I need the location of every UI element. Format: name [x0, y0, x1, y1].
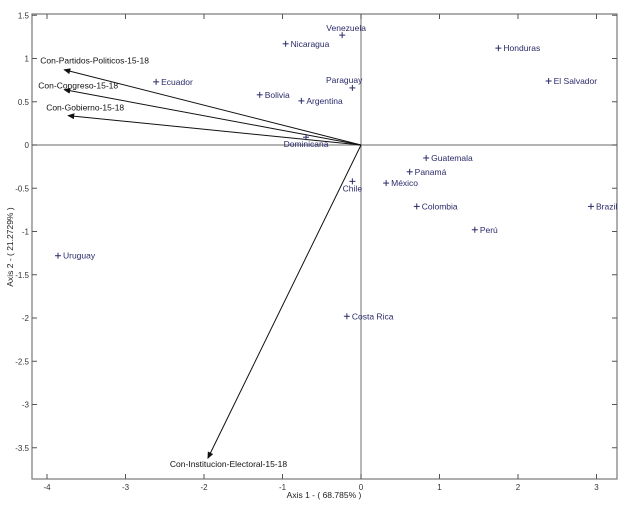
- country-points: Venezuela Nicaragua Honduras El Salvador Ecu…: [54, 23, 617, 321]
- country-label: Colombia: [422, 201, 458, 211]
- country-point: Dominicana: [284, 134, 329, 149]
- country-point: Venezuela: [326, 23, 366, 39]
- country-label: Costa Rica: [352, 311, 394, 321]
- country-label: Bolivia: [265, 90, 290, 100]
- loading-vector-label: Con-Institucion-Electoral-15-18: [170, 459, 287, 469]
- country-label: Chile: [343, 183, 363, 193]
- country-point: Argentina: [298, 96, 343, 106]
- country-point: Guatemala: [423, 153, 473, 163]
- y-tick-label: 0: [25, 141, 30, 150]
- country-point: Costa Rica: [343, 311, 394, 321]
- x-tick-label: 0: [359, 483, 364, 492]
- country-point: Honduras: [495, 43, 540, 53]
- x-tick-label: -3: [122, 483, 130, 492]
- country-point: Perú: [471, 225, 498, 235]
- y-tick-label: -0.5: [15, 184, 29, 193]
- country-point: Uruguay: [54, 251, 96, 261]
- country-label: Uruguay: [63, 251, 96, 261]
- country-point: Ecuador: [153, 77, 193, 87]
- plot-frame: [31, 13, 618, 480]
- x-tick-label: 2: [516, 483, 521, 492]
- x-tick-label: 3: [594, 483, 599, 492]
- y-tick-label: -2.5: [15, 357, 29, 366]
- loading-vector-label: Con-Congreso-15-18: [38, 81, 118, 91]
- loading-vector-arrow: [207, 144, 362, 460]
- y-axis-title: Axis 2 - ( 21.2729% ): [5, 207, 15, 287]
- x-tick-label: -2: [200, 483, 208, 492]
- country-point: Paraguay: [326, 75, 363, 91]
- x-tick-label: -1: [279, 483, 287, 492]
- country-label: Ecuador: [161, 77, 193, 87]
- country-label: Paraguay: [326, 75, 363, 85]
- loading-vector-label: Con-Gobierno-15-18: [46, 103, 124, 113]
- country-label: Panamá: [415, 167, 447, 177]
- x-tick-label: -4: [43, 483, 51, 492]
- axis-ticks: -4 -3 -2 -1 0 1 2 3 1.5 1 0.5 0 -0.5 -1 -1.5 -2 -2.5 -3 -3…: [15, 11, 617, 492]
- country-label: Guatemala: [431, 153, 473, 163]
- y-tick-label: -1.5: [15, 271, 29, 280]
- country-label: Brazil: [596, 201, 617, 211]
- country-point: Brazil: [588, 201, 617, 211]
- y-tick-label: -1: [22, 228, 30, 237]
- loading-vector-arrow: [67, 113, 362, 146]
- country-label: México: [391, 178, 418, 188]
- country-point: Panamá: [406, 167, 447, 177]
- country-point: Nicaragua: [282, 39, 330, 49]
- country-label: El Salvador: [554, 76, 598, 86]
- country-point: México: [383, 178, 418, 188]
- country-label: Perú: [480, 225, 498, 235]
- country-label: Nicaragua: [291, 39, 330, 49]
- country-label: Honduras: [503, 43, 540, 53]
- loading-vector-arrow: [63, 68, 362, 146]
- y-tick-label: 1: [25, 55, 30, 64]
- y-tick-label: -3.5: [15, 444, 29, 453]
- country-label: Argentina: [306, 96, 343, 106]
- y-tick-label: 1.5: [18, 11, 30, 20]
- y-tick-label: 0.5: [18, 98, 30, 107]
- x-tick-label: 1: [437, 483, 442, 492]
- loading-vectors: Con-Partidos-Politicos-15-18 Con-Congreso…: [38, 56, 362, 469]
- country-label: Venezuela: [326, 23, 366, 33]
- country-point: Colombia: [413, 201, 458, 211]
- loading-vector-label: Con-Partidos-Politicos-15-18: [40, 56, 149, 66]
- country-point: El Salvador: [545, 76, 598, 86]
- y-tick-label: -3: [22, 401, 30, 410]
- y-tick-label: -2: [22, 314, 30, 323]
- zero-lines: [32, 14, 617, 479]
- country-point: Chile: [343, 178, 363, 193]
- country-point: Bolivia: [256, 90, 290, 100]
- x-axis-title: Axis 1 - ( 68.785% ): [287, 490, 362, 500]
- country-label: Dominicana: [284, 139, 329, 149]
- loading-vector-arrow: [63, 87, 362, 146]
